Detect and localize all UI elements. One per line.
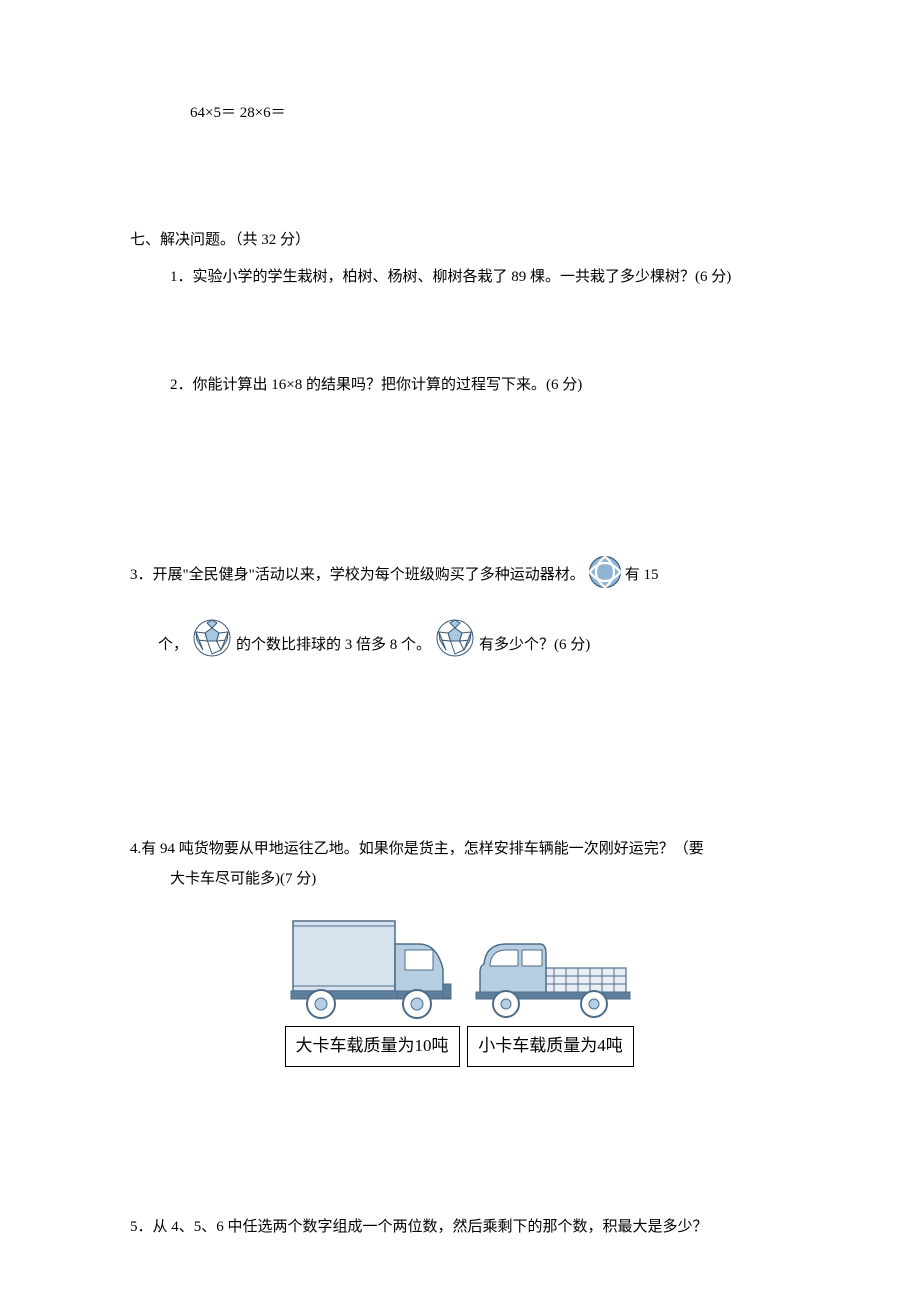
volleyball-icon <box>588 555 622 589</box>
soccer-ball-icon-2 <box>434 617 476 659</box>
small-truck-caption: 小卡车载质量为4吨 <box>467 1026 634 1067</box>
big-truck-col: 大卡车载质量为10吨 <box>285 914 460 1067</box>
question-1: 1．实验小学的学生栽树，柏树、杨树、柳树各栽了 89 棵。一共栽了多少棵树？(6… <box>170 262 790 292</box>
truck-figure: 大卡车载质量为10吨 小卡车载质量为4吨 <box>130 914 790 1067</box>
big-truck-icon <box>287 914 457 1022</box>
small-truck-icon <box>466 914 636 1022</box>
question-3-line-2: 个， 的个数比排球的 3 倍多 8 个。 有多少个？(6 分) <box>158 617 790 659</box>
top-expression-row: 64×5＝ 28×6＝ <box>190 100 790 127</box>
section-7-header: 七、解决问题。（共 32 分） <box>130 227 790 254</box>
q3-text-a: 3．开展"全民健身"活动以来，学校为每个班级购买了多种运动器材。 <box>130 562 585 589</box>
q3-text-c: 个， <box>158 632 188 659</box>
expr-2: 28×6＝ <box>240 105 286 121</box>
question-2: 2．你能计算出 16×8 的结果吗？把你计算的过程写下来。(6 分) <box>170 370 790 400</box>
q3-text-e: 有多少个？(6 分) <box>479 632 590 659</box>
question-4-line-1: 4.有 94 吨货物要从甲地运往乙地。如果你是货主，怎样安排车辆能一次刚好运完？… <box>130 834 790 864</box>
q3-text-d: 的个数比排球的 3 倍多 8 个。 <box>236 632 431 659</box>
soccer-ball-icon-1 <box>191 617 233 659</box>
question-4-line-2: 大卡车尽可能多)(7 分) <box>170 864 790 894</box>
big-truck-caption: 大卡车载质量为10吨 <box>285 1026 460 1067</box>
q3-text-b: 有 15 <box>625 562 659 589</box>
question-5: 5．从 4、5、6 中任选两个数字组成一个两位数，然后乘剩下的那个数，积最大是多… <box>130 1212 790 1242</box>
expr-1: 64×5＝ <box>190 105 236 121</box>
question-3-line-1: 3．开展"全民健身"活动以来，学校为每个班级购买了多种运动器材。 有 15 <box>130 555 790 589</box>
small-truck-col: 小卡车载质量为4吨 <box>466 914 636 1067</box>
